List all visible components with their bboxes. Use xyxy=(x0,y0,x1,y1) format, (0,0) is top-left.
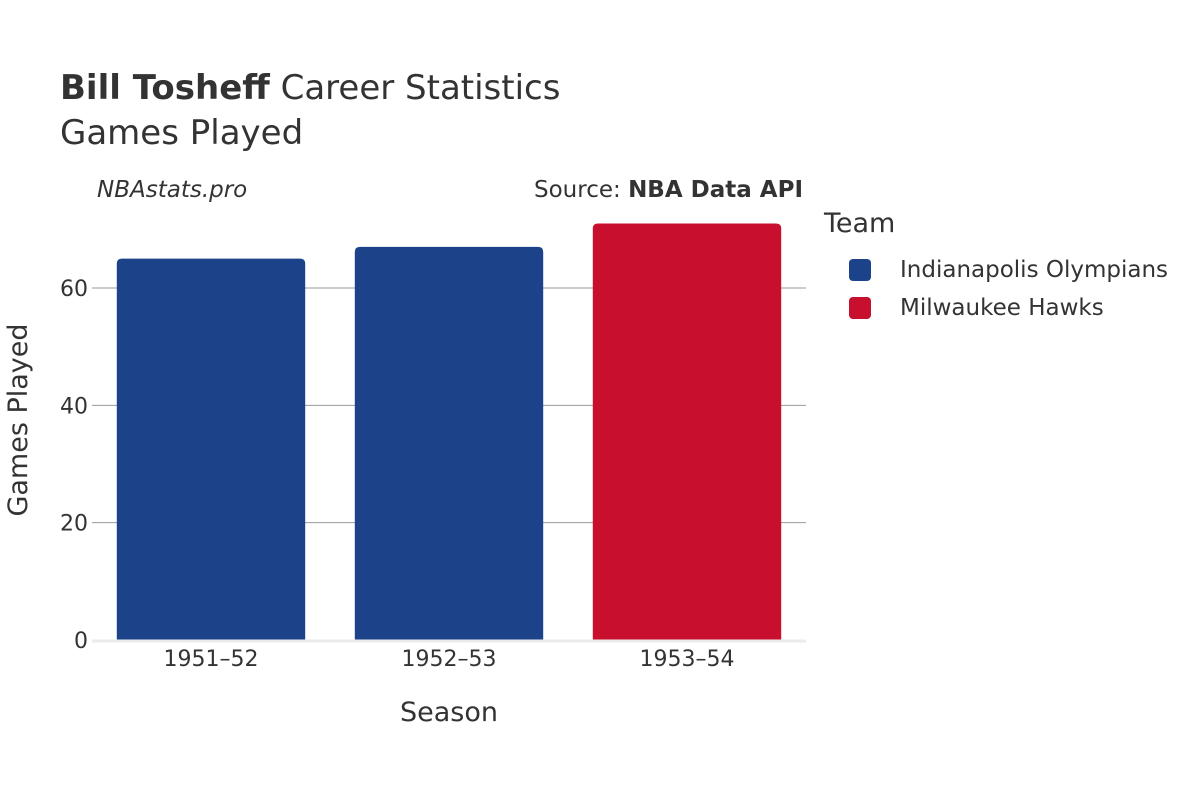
x-axis-label: Season xyxy=(400,697,498,728)
legend-swatch xyxy=(849,259,871,281)
y-tick-label: 40 xyxy=(60,394,88,419)
legend-item-milwaukee-hawks[interactable]: Milwaukee Hawks xyxy=(824,289,1168,327)
legend-label: Milwaukee Hawks xyxy=(900,295,1104,321)
source-credit: Source: NBA Data API xyxy=(534,179,803,202)
x-tick-label: 1951–52 xyxy=(164,647,259,672)
site-credit: NBAstats.pro xyxy=(97,177,248,203)
bar[interactable] xyxy=(116,258,306,640)
player-name: Bill Tosheff xyxy=(60,68,270,108)
legend-title: Team xyxy=(824,208,896,239)
x-tick-label: 1952–53 xyxy=(402,647,497,672)
bar[interactable] xyxy=(592,223,782,640)
y-tick-label: 0 xyxy=(74,629,88,654)
y-tick-label: 60 xyxy=(60,277,88,302)
chart-subtitle: Games Played xyxy=(60,113,304,153)
y-tick-label: 20 xyxy=(60,512,88,537)
x-tick-label: 1953–54 xyxy=(640,647,735,672)
legend: Team Indianapolis Olympians Milwaukee Ha… xyxy=(824,210,1168,327)
source-name: NBA Data API xyxy=(628,177,803,203)
legend-label: Indianapolis Olympians xyxy=(900,257,1169,283)
chart-title: Bill Tosheff Career Statistics xyxy=(60,71,560,105)
legend-swatch xyxy=(849,297,871,319)
source-prefix: Source: xyxy=(534,177,629,203)
title-suffix: Career Statistics xyxy=(269,68,561,108)
legend-item-indianapolis-olympians[interactable]: Indianapolis Olympians xyxy=(824,251,1168,289)
y-axis-label: Games Played xyxy=(3,323,34,516)
bar[interactable] xyxy=(354,246,544,640)
